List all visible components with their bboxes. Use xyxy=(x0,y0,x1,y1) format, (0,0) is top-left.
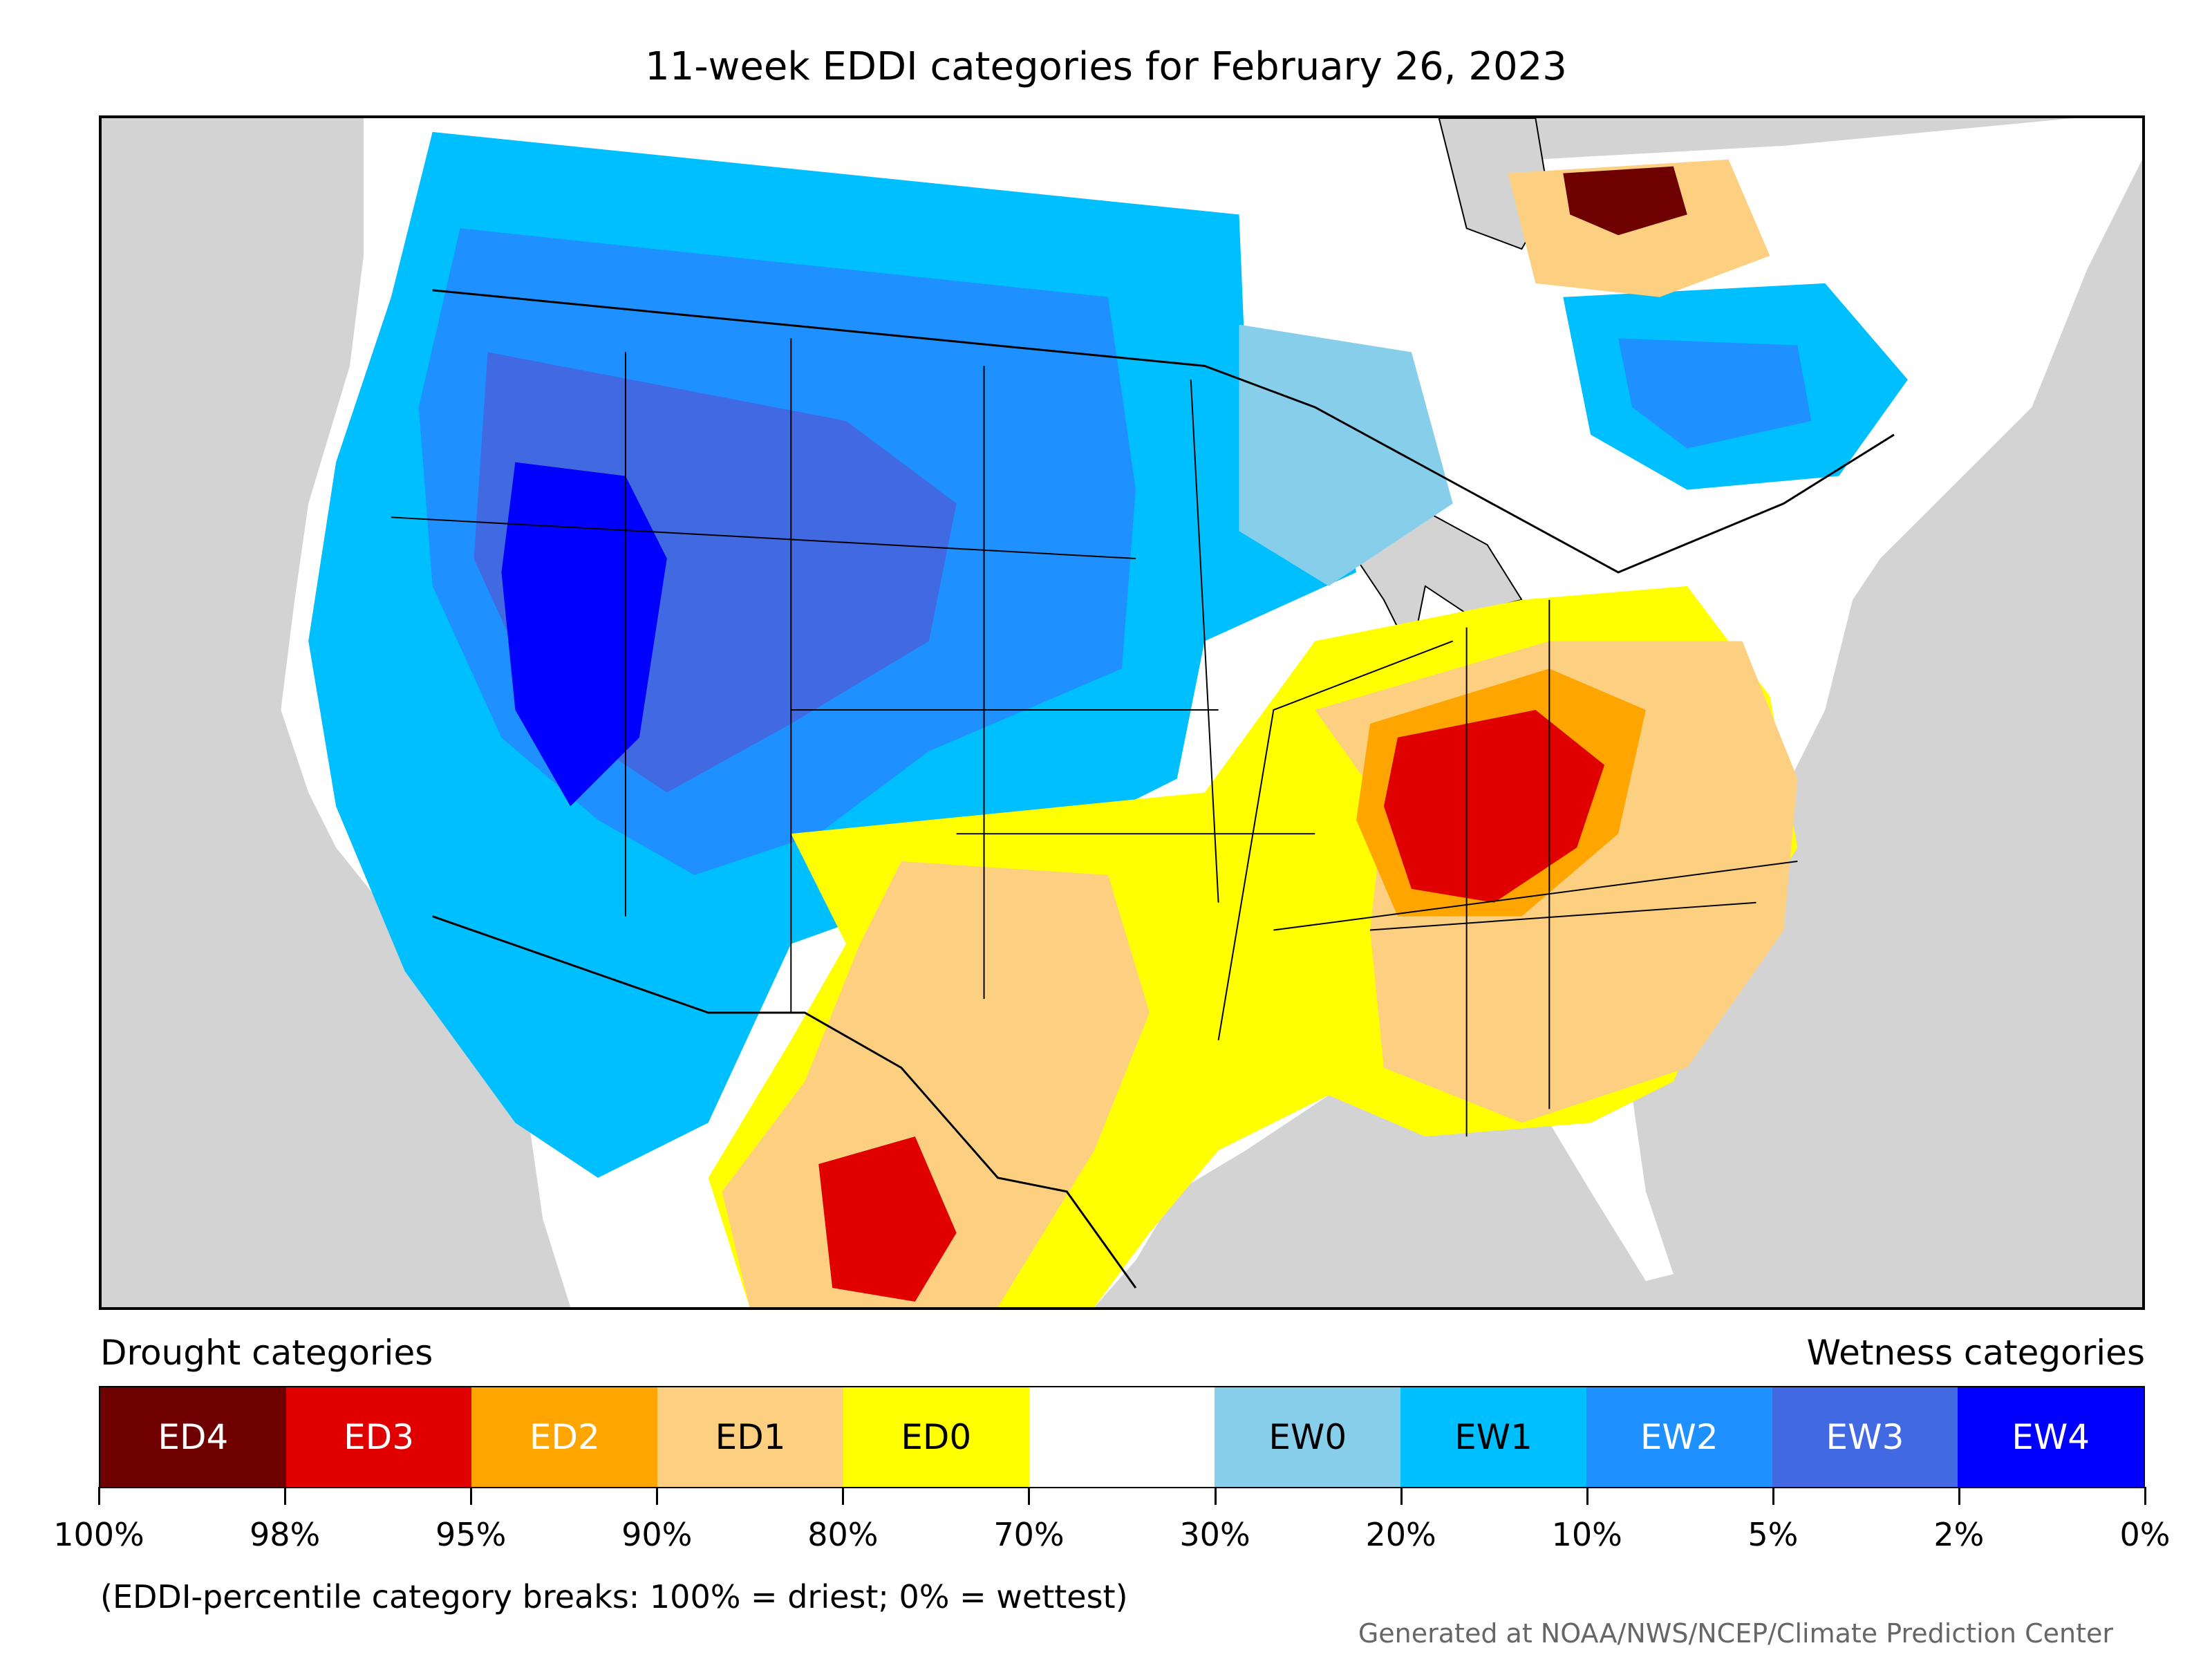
category-breaks-note: (EDDI-percentile category breaks: 100% =… xyxy=(100,1578,1128,1615)
region-ew0-canada xyxy=(1239,324,1453,586)
colorbar-tick-label: 100% xyxy=(53,1516,144,1553)
colorbar-tick xyxy=(2144,1487,2146,1505)
eddi-map xyxy=(281,118,2142,1307)
region-ed3-mexico xyxy=(818,1136,957,1302)
colorbar-tick xyxy=(98,1487,100,1505)
colorbar-tick-label: 90% xyxy=(621,1516,693,1553)
state-border-west xyxy=(391,338,1315,1013)
colorbar-tick-label: 10% xyxy=(1551,1516,1622,1553)
colorbar-segment-ed2: ED2 xyxy=(471,1387,658,1487)
colorbar-tick xyxy=(1400,1487,1403,1505)
colorbar-segment-ew3: EW3 xyxy=(1772,1387,1958,1487)
colorbar-tick-label: 95% xyxy=(435,1516,507,1553)
colorbar-tick-label: 98% xyxy=(249,1516,321,1553)
colorbar-tick-label: 20% xyxy=(1365,1516,1436,1553)
colorbar-tick xyxy=(656,1487,659,1505)
colorbar-tick-label: 80% xyxy=(807,1516,879,1553)
colorbar-tick-label: 2% xyxy=(1933,1516,1985,1553)
us-canada-border xyxy=(432,289,1895,574)
wetness-categories-heading: Wetness categories xyxy=(1806,1333,2145,1373)
region-ed4-quebec xyxy=(1563,166,1687,236)
colorbar-ticks xyxy=(98,1487,2146,1508)
colorbar-tick xyxy=(284,1487,287,1505)
colorbar-tick xyxy=(1586,1487,1588,1505)
colorbar-tick xyxy=(470,1487,473,1505)
colorbar-segment-ew1: EW1 xyxy=(1400,1387,1586,1487)
colorbar-tick-label: 30% xyxy=(1179,1516,1250,1553)
colorbar-tick-label: 5% xyxy=(1747,1516,1799,1553)
drought-categories-heading: Drought categories xyxy=(100,1333,433,1373)
colorbar-tick xyxy=(1028,1487,1031,1505)
colorbar-tick-label: 70% xyxy=(993,1516,1065,1553)
colorbar-tick-label: 0% xyxy=(2119,1516,2171,1553)
colorbar-segment-ew2: EW2 xyxy=(1586,1387,1772,1487)
colorbar-tick xyxy=(1958,1487,1960,1505)
colorbar-segment-ed3: ED3 xyxy=(285,1387,472,1487)
map-panel xyxy=(99,115,2145,1310)
colorbar-segment-ed0: ED0 xyxy=(843,1387,1029,1487)
map-title: 11-week EDDI categories for February 26,… xyxy=(645,44,1567,89)
colorbar-tick xyxy=(1772,1487,1774,1505)
state-border-east xyxy=(1217,599,1798,1137)
colorbar-segment-ew4: EW4 xyxy=(1958,1387,2144,1487)
colorbar-segment-neutral xyxy=(1029,1387,1215,1487)
region-ew2-quebec xyxy=(1618,338,1812,449)
colorbar-segment-ew0: EW0 xyxy=(1215,1387,1401,1487)
credit-line: Generated at NOAA/NWS/NCEP/Climate Predi… xyxy=(1358,1618,2113,1649)
colorbar-tick xyxy=(1214,1487,1217,1505)
category-colorbar: ED4 ED3 ED2 ED1 ED0 EW0 EW1 EW2 EW3 EW4 xyxy=(99,1386,2145,1488)
colorbar-segment-ed1: ED1 xyxy=(657,1387,843,1487)
colorbar-segment-ed4: ED4 xyxy=(100,1387,286,1487)
colorbar-tick xyxy=(842,1487,845,1505)
us-mexico-border xyxy=(432,915,1137,1288)
